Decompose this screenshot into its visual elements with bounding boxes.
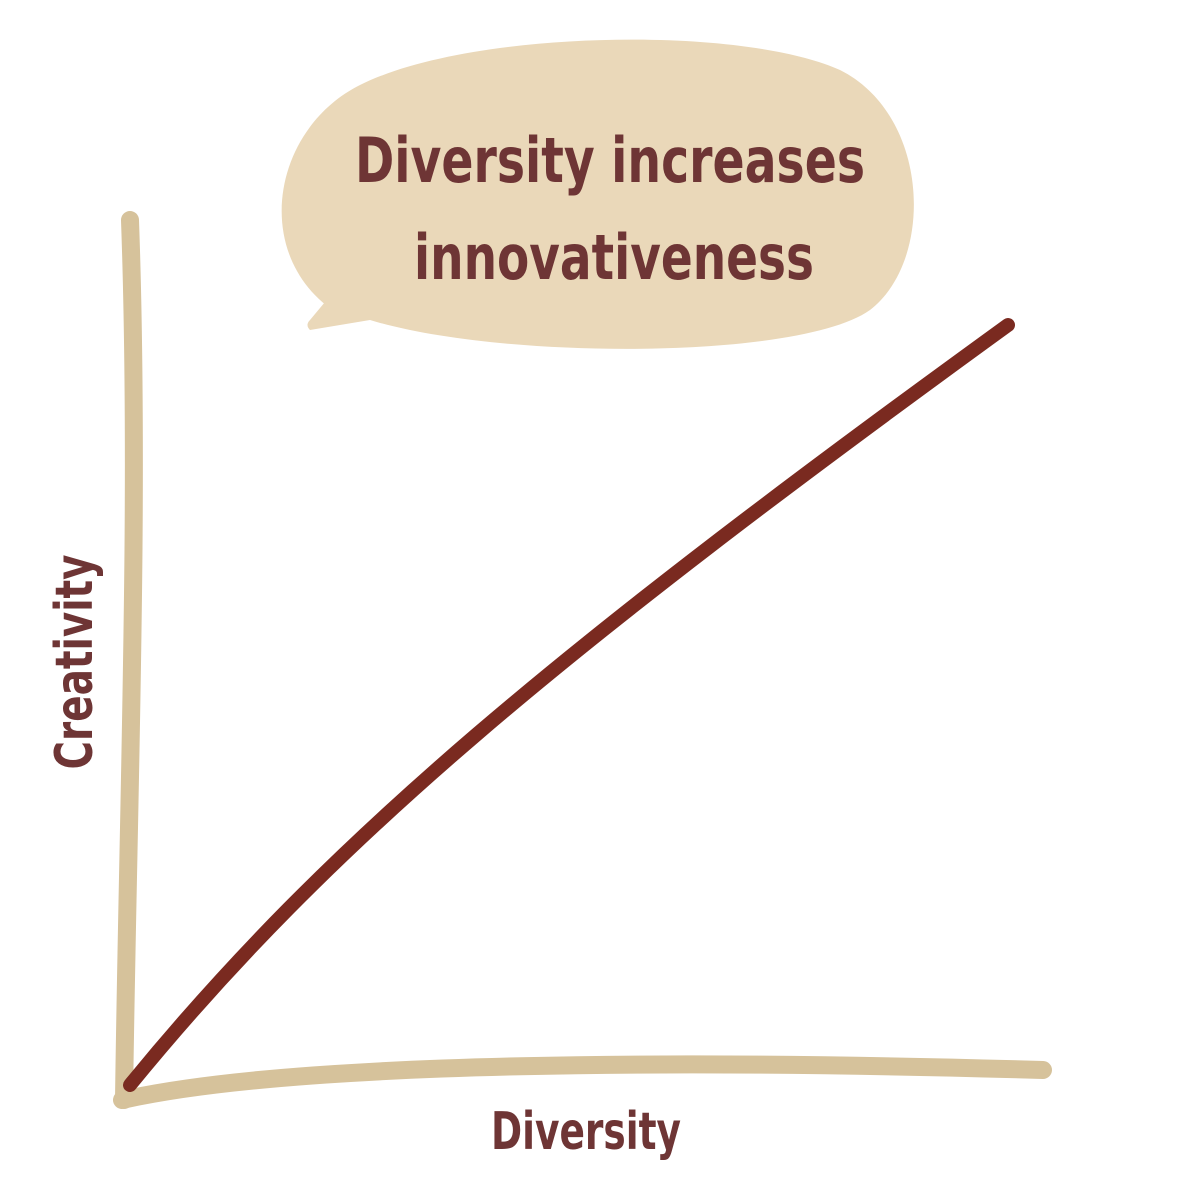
y-axis-label: Creativity — [45, 555, 105, 770]
bubble-line: Diversity increases — [355, 124, 865, 197]
x-axis — [113, 1055, 1052, 1109]
y-axis — [115, 211, 143, 1109]
x-axis-label: Diversity — [491, 1102, 681, 1162]
speech-bubble — [281, 39, 914, 349]
trend-line — [123, 318, 1015, 1092]
bubble-line: innovativeness — [414, 221, 814, 294]
